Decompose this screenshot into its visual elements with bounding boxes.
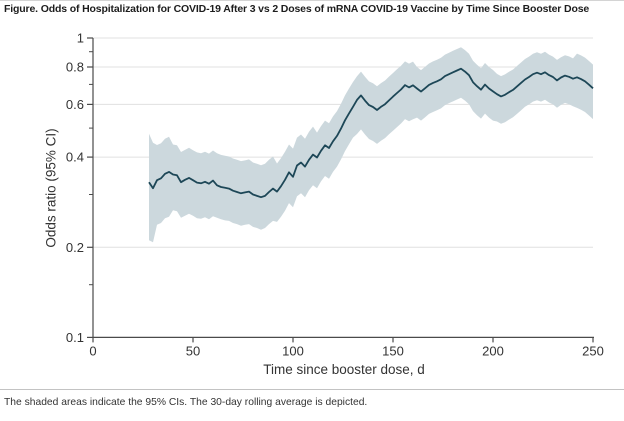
x-axis-title: Time since booster dose, d xyxy=(263,362,425,377)
figure-title: Figure. Odds of Hospitalization for COVI… xyxy=(4,3,590,15)
y-tick-label: 0.4 xyxy=(66,150,84,165)
y-tick-label: 0.1 xyxy=(66,330,84,345)
x-tick-label: 150 xyxy=(382,343,404,358)
x-tick-label: 50 xyxy=(186,343,200,358)
x-tick-label: 250 xyxy=(582,343,604,358)
y-tick-label: 0.2 xyxy=(66,240,84,255)
odds-ratio-line xyxy=(148,67,594,199)
x-tick-label: 200 xyxy=(482,343,504,358)
y-axis-title: Odds ratio (95% CI) xyxy=(43,128,59,248)
footnote-rule xyxy=(0,389,624,390)
x-tick-label: 100 xyxy=(282,343,304,358)
x-tick-label: 0 xyxy=(89,343,96,358)
figure-footnote: The shaded areas indicate the 95% CIs. T… xyxy=(4,397,368,408)
y-tick-label: 1 xyxy=(77,31,84,46)
y-tick-label: 0.8 xyxy=(66,60,84,75)
figure-top-rule xyxy=(0,0,624,1)
ci-band xyxy=(149,47,593,243)
y-tick-label: 0.6 xyxy=(66,97,84,112)
